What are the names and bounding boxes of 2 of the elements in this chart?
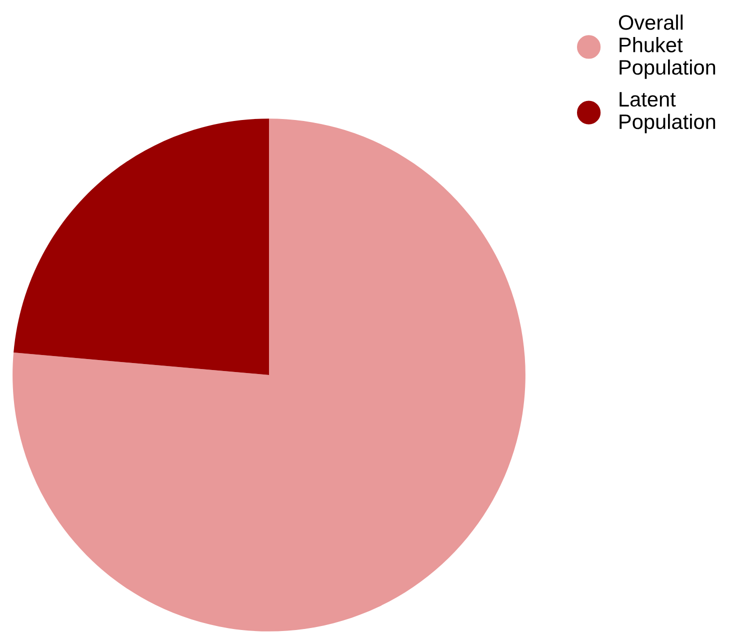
legend-label: Overall Phuket Population — [618, 14, 716, 79]
legend-label: Latent Population — [620, 92, 716, 134]
